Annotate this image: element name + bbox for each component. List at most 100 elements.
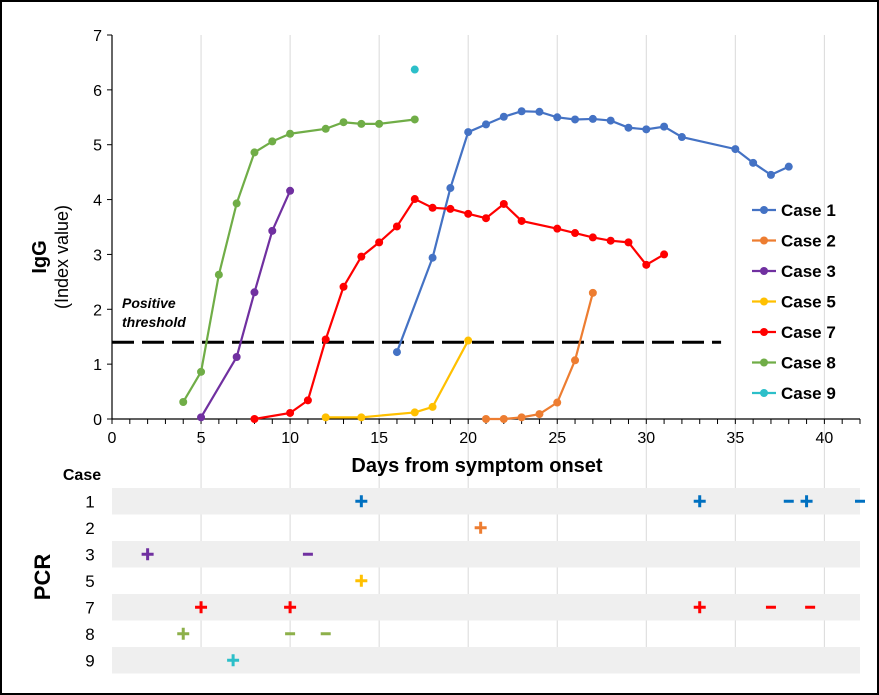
x-tick-label: 25 [548,430,566,447]
data-point [197,367,206,376]
data-point [517,413,526,422]
x-tick-label: 15 [370,430,388,447]
data-point [428,253,437,262]
data-point [446,184,455,193]
x-tick-label: 5 [197,430,206,447]
pcr-positive-mark [181,627,185,640]
series-line [254,197,665,421]
data-point [321,335,330,344]
data-point [286,408,295,417]
legend-label: Case 5 [781,293,836,312]
data-point [410,195,419,204]
pcr-negative-mark [783,499,794,503]
data-point [784,162,793,171]
series-case-5 [321,336,473,422]
igg-series [179,65,793,423]
data-point [571,115,580,124]
y-tick-label: 0 [93,412,102,429]
pcr-row-band [112,647,860,674]
pcr-case-label: 2 [85,519,94,538]
pcr-positive-mark [359,574,363,587]
data-point [321,124,330,133]
legend-label: Case 1 [781,201,836,220]
pcr-positive-mark [805,495,809,508]
x-tick-label: 0 [108,430,117,447]
legend-swatch-marker [760,206,768,214]
legend-swatch-marker [760,267,768,275]
data-point [357,119,366,128]
pcr-case-label: 7 [85,598,94,617]
series-case-8 [179,115,419,406]
y-axis-subtitle: (Index value) [52,205,72,309]
pcr-case-header: Case [63,467,101,484]
data-point [197,413,206,422]
pcr-row-band [112,594,860,621]
data-point [731,145,740,154]
y-tick-label: 5 [93,138,102,155]
data-point [535,410,544,419]
data-point [446,204,455,213]
pcr-title: PCR [30,554,55,601]
pcr-negative-mark [320,632,331,636]
data-point [268,137,277,146]
data-point [428,203,437,212]
series-case-2 [482,288,597,423]
x-axis-title: Days from symptom onset [351,455,603,477]
data-point [286,186,295,195]
x-tick-label: 35 [726,430,744,447]
pcr-case-label: 5 [85,572,94,591]
x-tick-label: 30 [637,430,655,447]
data-point [357,413,366,422]
data-point [482,120,490,129]
pcr-positive-mark [359,495,363,508]
pcr-positive-mark [231,654,235,667]
series-case-9 [410,65,419,74]
legend-swatch-marker [760,358,768,367]
x-tick-label: 20 [459,430,477,447]
data-point [606,236,615,245]
pcr-results: 1 2 3 5 7 8 9 [85,492,865,670]
data-point [268,226,277,235]
pcr-case-label: 8 [85,625,94,644]
data-point [410,65,419,74]
data-point [677,133,686,142]
data-point [250,148,259,157]
pcr-row-band [112,488,860,515]
data-point [624,238,633,247]
pcr-negative-mark [285,632,296,636]
data-point [179,397,188,406]
data-point [553,113,562,122]
data-point [339,282,348,291]
data-point [499,112,508,121]
data-point [232,353,241,362]
data-point [499,199,508,208]
y-tick-label: 7 [93,28,102,45]
legend-swatch-marker [760,297,768,306]
chart-legend: Case 1 Case 2 Case 3 Case 5 Case 7 Case 8 Case… [752,201,836,403]
data-point [250,415,259,423]
data-point [214,270,223,279]
data-point [660,250,669,259]
data-point [588,233,597,242]
data-point [749,158,758,167]
data-point [339,118,348,127]
data-point [517,216,526,225]
series-case-7 [250,195,669,423]
pcr-positive-mark [146,548,150,561]
y-tick-label: 6 [93,83,102,100]
pcr-positive-mark [288,601,292,614]
data-point [286,129,295,138]
y-tick-label: 4 [93,193,102,210]
data-point [553,224,562,233]
legend-swatch-marker [760,389,768,397]
data-point [428,402,437,411]
data-point [357,252,366,261]
data-point [321,413,330,422]
data-point [571,356,580,365]
data-point [606,116,615,125]
data-point [535,107,544,116]
pcr-case-label: 1 [85,492,94,511]
series-case-1 [392,107,793,357]
pcr-positive-mark [698,495,702,508]
data-point [232,199,241,208]
